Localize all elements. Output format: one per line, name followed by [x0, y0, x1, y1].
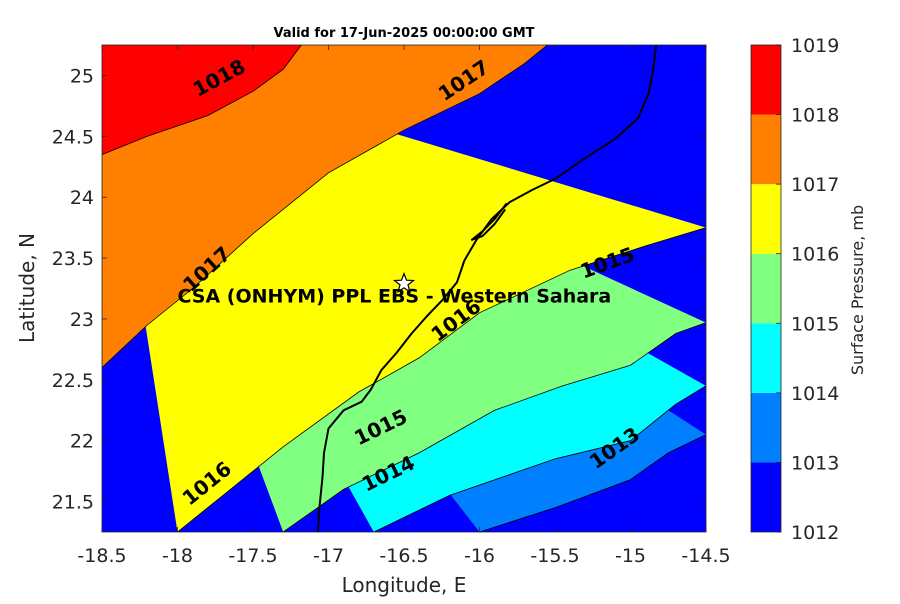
colorbar-segment-1012	[751, 462, 781, 532]
colorbar-segment-1018	[751, 45, 781, 115]
coastline	[316, 45, 658, 532]
x-tick-label: -15.5	[530, 545, 579, 567]
x-tick-label: -15	[615, 545, 646, 567]
y-tick-label: 21.5	[52, 492, 94, 514]
colorbar-segment-1013	[751, 392, 781, 463]
x-tick-label: -18	[162, 545, 193, 567]
contour-line-1017	[102, 45, 548, 368]
colorbar-tick-label: 1015	[791, 313, 839, 335]
chart-title: Valid for 17-Jun-2025 00:00:00 GMT	[274, 26, 535, 41]
colorbar-label: Surface Pressure, mb	[848, 205, 867, 375]
colorbar-tick-label: 1019	[791, 35, 839, 57]
colorbar-segment-1014	[751, 323, 781, 393]
pressure-band-1018	[102, 45, 302, 155]
y-tick-label: 23.5	[52, 248, 94, 270]
y-tick-label: 24	[70, 187, 94, 209]
colorbar-tick-label: 1013	[791, 452, 839, 474]
y-tick-label: 25	[70, 65, 94, 87]
contour-line-1016	[177, 227, 706, 532]
contour-line-1014	[373, 385, 706, 532]
colorbar-tick-label: 1017	[791, 174, 839, 196]
contour-line-1018	[102, 45, 302, 155]
peninsula-outline	[470, 202, 508, 241]
colorbar-segment-1017	[751, 114, 781, 185]
x-tick-label: -14.5	[681, 545, 730, 567]
colorbar-segment-1016	[751, 184, 781, 254]
colorbar-frame	[750, 44, 782, 533]
colorbar-tick-label: 1016	[791, 244, 839, 266]
x-tick-label: -17.5	[228, 545, 277, 567]
colorbar-tick-label: 1012	[791, 522, 839, 544]
colorbar-tick-label: 1018	[791, 105, 839, 127]
y-tick-label: 22	[70, 431, 94, 453]
x-tick-label: -17	[313, 545, 344, 567]
y-axis-label: Latitude, N	[15, 233, 39, 343]
x-tick-label: -16	[464, 545, 495, 567]
x-tick-label: -18.5	[77, 545, 126, 567]
colorbar-segment-1015	[751, 253, 781, 324]
x-axis-label: Longitude, E	[342, 573, 467, 597]
y-tick-label: 24.5	[52, 126, 94, 148]
site-star-marker	[392, 271, 416, 294]
site-label: CSA (ONHYM) PPL EBS - Western Sahara	[178, 286, 612, 308]
x-tick-label: -16.5	[379, 545, 428, 567]
y-tick-label: 23	[70, 309, 94, 331]
contour-line-1013	[479, 434, 706, 532]
colorbar-tick-label: 1014	[791, 383, 839, 405]
contour-line-1015	[282, 322, 706, 532]
y-tick-label: 22.5	[52, 370, 94, 392]
pressure-band-1017	[102, 45, 548, 368]
